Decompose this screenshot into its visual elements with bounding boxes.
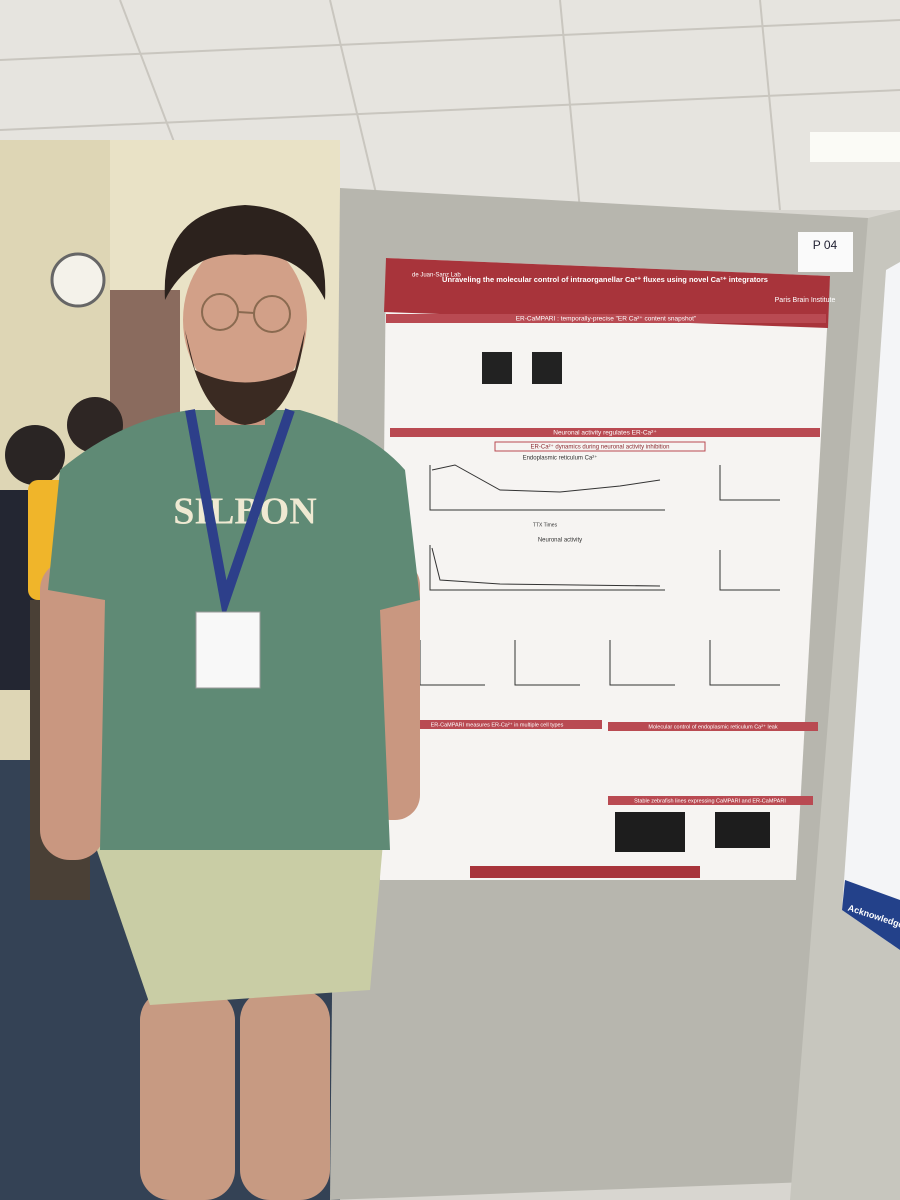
section-bar <box>390 428 820 437</box>
poster-footer <box>470 866 700 878</box>
board-label: P 04 <box>813 238 838 252</box>
side-board <box>790 210 900 1200</box>
side-poster-footer <box>842 880 900 950</box>
face <box>183 240 307 400</box>
glasses <box>201 293 291 333</box>
section-bar <box>392 720 602 729</box>
poster-image <box>715 812 770 848</box>
axis-label: TTX Times <box>533 522 558 528</box>
poster-image <box>532 352 562 384</box>
section-title: ER-CaMPARI measures ER-Ca²⁺ in multiple … <box>431 721 564 728</box>
section-bar <box>494 441 706 452</box>
shirt-text: SILBON <box>173 491 317 533</box>
section-bar <box>608 722 818 731</box>
name-badge <box>195 611 261 689</box>
poster-image <box>482 352 512 384</box>
section-title: Stable zebrafish lines expressing CaMPAR… <box>634 798 786 804</box>
shorts <box>90 820 385 1005</box>
poster-header <box>384 258 830 328</box>
arm <box>40 560 105 860</box>
bystander-head <box>5 425 65 485</box>
leg <box>140 990 235 1200</box>
side-poster <box>842 262 900 950</box>
poster-lab: de Juan-Sanz Lab <box>412 273 461 279</box>
poster-title: Unraveling the molecular control of intr… <box>442 275 768 284</box>
section-title: ER-CaMPARI : temporally-precise "ER Ca²⁺… <box>516 316 697 323</box>
section-title: Molecular control of endoplasmic reticul… <box>648 723 777 730</box>
panel-title: Endoplasmic reticulum Ca²⁺ <box>523 455 598 462</box>
ceiling-grid <box>0 0 900 211</box>
poster-institute: Paris Brain Institute <box>775 297 836 304</box>
hair <box>164 205 326 300</box>
lanyard <box>185 408 295 620</box>
section-bar <box>608 796 813 805</box>
poster-sections: ER-CaMPARI : temporally-precise "ER Ca²⁺… <box>386 314 826 805</box>
beard <box>185 330 305 425</box>
section-title: ER-Ca²⁺ dynamics during neuronal activit… <box>531 444 670 451</box>
poster-image <box>615 812 685 852</box>
wall-clock <box>50 252 106 308</box>
poster <box>380 258 830 880</box>
ceiling-light <box>810 132 900 162</box>
leg <box>240 990 330 1200</box>
panel-title: Neuronal activity <box>538 538 582 544</box>
board-label-card <box>798 232 853 272</box>
section-bar <box>386 314 826 323</box>
section-title: Neuronal activity regulates ER-Ca²⁺ <box>553 430 657 437</box>
